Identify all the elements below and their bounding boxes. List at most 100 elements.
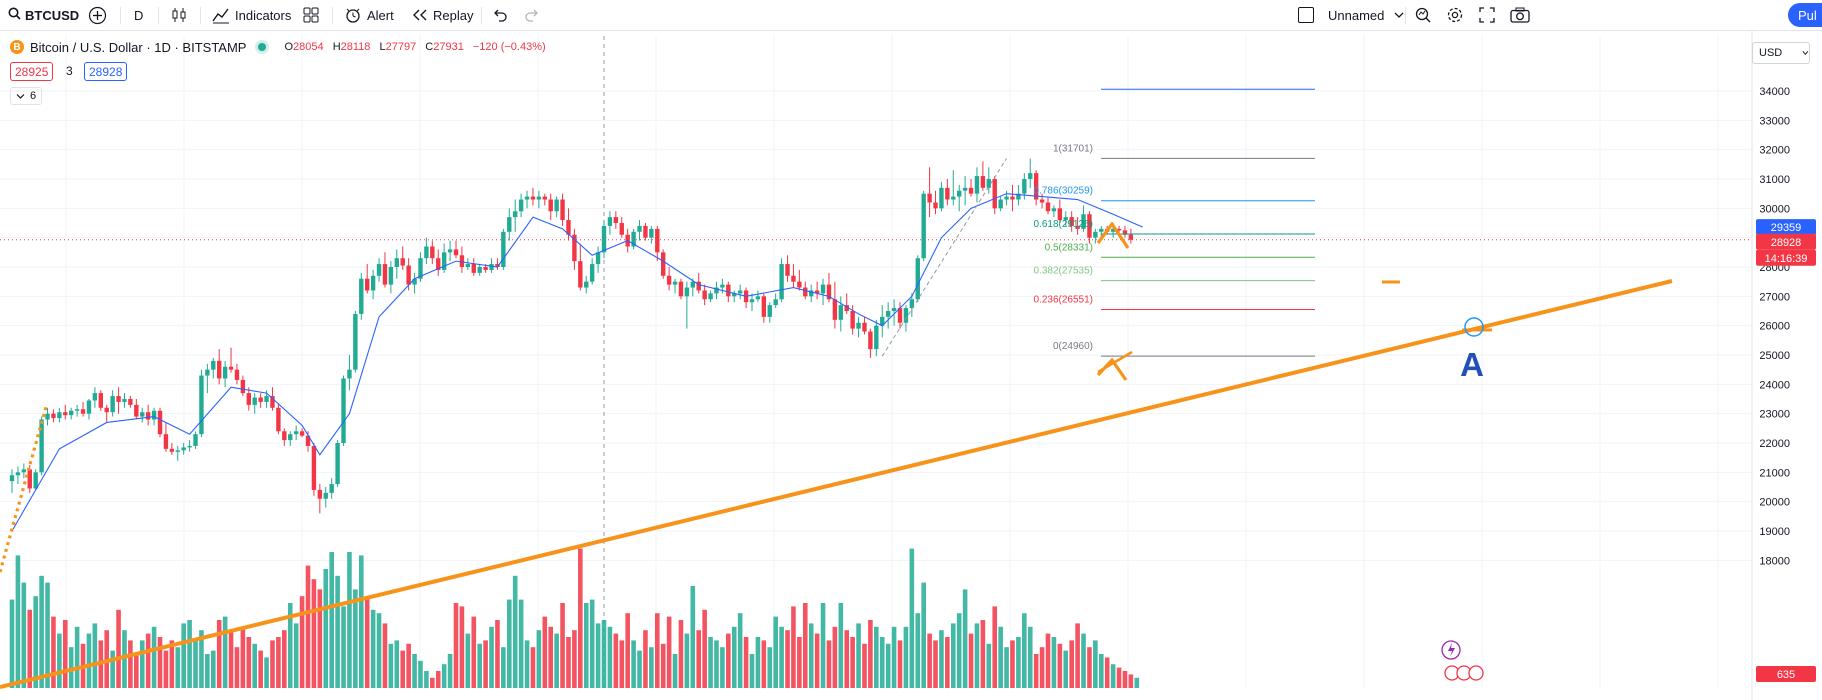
volume-bar bbox=[92, 623, 98, 688]
candle-body bbox=[507, 217, 512, 232]
volume-bar bbox=[933, 640, 938, 688]
candle-body bbox=[140, 412, 145, 417]
price-tick-label: 26000 bbox=[1759, 321, 1790, 333]
candle-body bbox=[501, 231, 506, 267]
volume-bar bbox=[826, 640, 832, 688]
volume-bar bbox=[465, 633, 471, 688]
volume-bar bbox=[394, 640, 400, 688]
price-chart[interactable]: 1(31701) 0.786(30259) 0.618(29126) 0.5(2833… bbox=[0, 31, 1822, 700]
fullscreen-button[interactable] bbox=[1479, 0, 1495, 30]
chevron-down-icon bbox=[1802, 51, 1809, 55]
symbol-legend[interactable]: B Bitcoin / U.S. Dollar · 1D · BITSTAMP … bbox=[10, 38, 552, 56]
candle-body bbox=[1075, 225, 1080, 229]
volume-bar bbox=[139, 640, 145, 688]
buy-price-button[interactable]: 28928 bbox=[84, 62, 128, 81]
candle-body bbox=[797, 281, 802, 288]
candle-body bbox=[441, 252, 447, 270]
volume-bar bbox=[418, 660, 423, 688]
candle-body bbox=[732, 293, 737, 297]
compare-symbol-button[interactable] bbox=[88, 0, 107, 30]
volume-bar bbox=[578, 548, 583, 688]
fib-level-label: 0.236(26551) bbox=[1034, 295, 1094, 306]
candle-body bbox=[661, 252, 666, 276]
candle-body bbox=[1093, 231, 1098, 238]
volume-bar bbox=[601, 620, 607, 688]
alert-button[interactable]: Alert bbox=[344, 0, 394, 30]
volume-bar bbox=[370, 609, 376, 688]
candle-body bbox=[826, 284, 832, 300]
publish-button[interactable]: Pul bbox=[1788, 3, 1822, 27]
volume-bar bbox=[51, 616, 56, 688]
market-open-indicator bbox=[258, 43, 267, 51]
symbol-search-button[interactable]: BTCUSD bbox=[8, 0, 79, 30]
currency-selector[interactable]: USD bbox=[1752, 42, 1810, 64]
volume-bar bbox=[282, 630, 287, 688]
candle-body bbox=[365, 278, 370, 291]
indicators-button[interactable]: Indicators bbox=[212, 0, 291, 30]
candle-body bbox=[542, 196, 547, 200]
volume-bar bbox=[15, 555, 21, 688]
volume-bar bbox=[554, 633, 559, 688]
volume-bar bbox=[654, 613, 660, 688]
candle-body bbox=[1016, 193, 1021, 200]
volume-bar bbox=[897, 640, 903, 688]
volume-bar bbox=[660, 643, 666, 688]
volume-bar bbox=[731, 626, 737, 688]
volume-bar bbox=[761, 640, 767, 688]
volume-bar bbox=[305, 565, 311, 688]
candle-body bbox=[1122, 230, 1128, 235]
redo-button[interactable] bbox=[524, 0, 540, 30]
volume-bar bbox=[891, 626, 897, 688]
layout-menu-button[interactable]: Unnamed bbox=[1298, 0, 1404, 30]
volume-bar bbox=[453, 603, 459, 688]
candle-body bbox=[684, 287, 690, 297]
candle-body bbox=[903, 308, 909, 323]
candle-body bbox=[844, 305, 849, 311]
volume-bar bbox=[1098, 654, 1104, 688]
chevron-down-icon bbox=[16, 93, 25, 99]
chart-type-button[interactable] bbox=[170, 0, 188, 30]
volume-bar bbox=[228, 630, 234, 688]
candle-body bbox=[1010, 196, 1015, 200]
plus-circle-icon bbox=[88, 6, 107, 24]
volume-bar bbox=[412, 654, 417, 688]
candle-body bbox=[211, 360, 216, 370]
candle-body bbox=[897, 308, 903, 323]
candle-body bbox=[749, 299, 755, 303]
candle-body bbox=[820, 284, 826, 294]
volume-bar bbox=[74, 626, 80, 688]
volume-bar bbox=[175, 647, 181, 688]
volume-bar bbox=[850, 637, 855, 688]
candle-body bbox=[1128, 234, 1134, 240]
fib-trend-line bbox=[881, 158, 1007, 357]
templates-button[interactable] bbox=[303, 0, 319, 30]
volume-bar bbox=[1122, 671, 1128, 688]
candle-body bbox=[57, 412, 62, 419]
volume-bar bbox=[1051, 637, 1057, 688]
settings-button[interactable] bbox=[1446, 0, 1464, 30]
indicators-collapse-button[interactable]: 6 bbox=[10, 87, 43, 105]
volume-bar bbox=[696, 630, 702, 688]
undo-button[interactable] bbox=[492, 0, 508, 30]
replay-button[interactable]: Replay bbox=[412, 0, 473, 30]
economic-event-icon bbox=[1468, 665, 1484, 681]
candle-body bbox=[323, 492, 328, 499]
ma-price-tag: 29359 bbox=[1771, 222, 1802, 234]
volume-bar bbox=[838, 603, 844, 688]
interval-button[interactable]: D bbox=[134, 7, 144, 23]
volume-bar bbox=[110, 650, 115, 688]
candle-body bbox=[560, 199, 565, 221]
candle-body bbox=[104, 407, 109, 413]
snapshot-button[interactable] bbox=[1510, 0, 1530, 30]
quick-search-button[interactable] bbox=[1414, 0, 1432, 30]
sell-price-button[interactable]: 28925 bbox=[10, 62, 54, 81]
indicators-label: Indicators bbox=[235, 7, 292, 23]
target-circle bbox=[1464, 317, 1484, 337]
volume-bar bbox=[151, 626, 157, 688]
price-tick-label: 22000 bbox=[1759, 438, 1790, 450]
candle-body bbox=[465, 264, 471, 267]
dotted-trendline bbox=[0, 406, 48, 573]
toolbar-divider bbox=[1405, 7, 1406, 24]
candle-body bbox=[15, 472, 21, 476]
candle-body bbox=[856, 322, 861, 329]
